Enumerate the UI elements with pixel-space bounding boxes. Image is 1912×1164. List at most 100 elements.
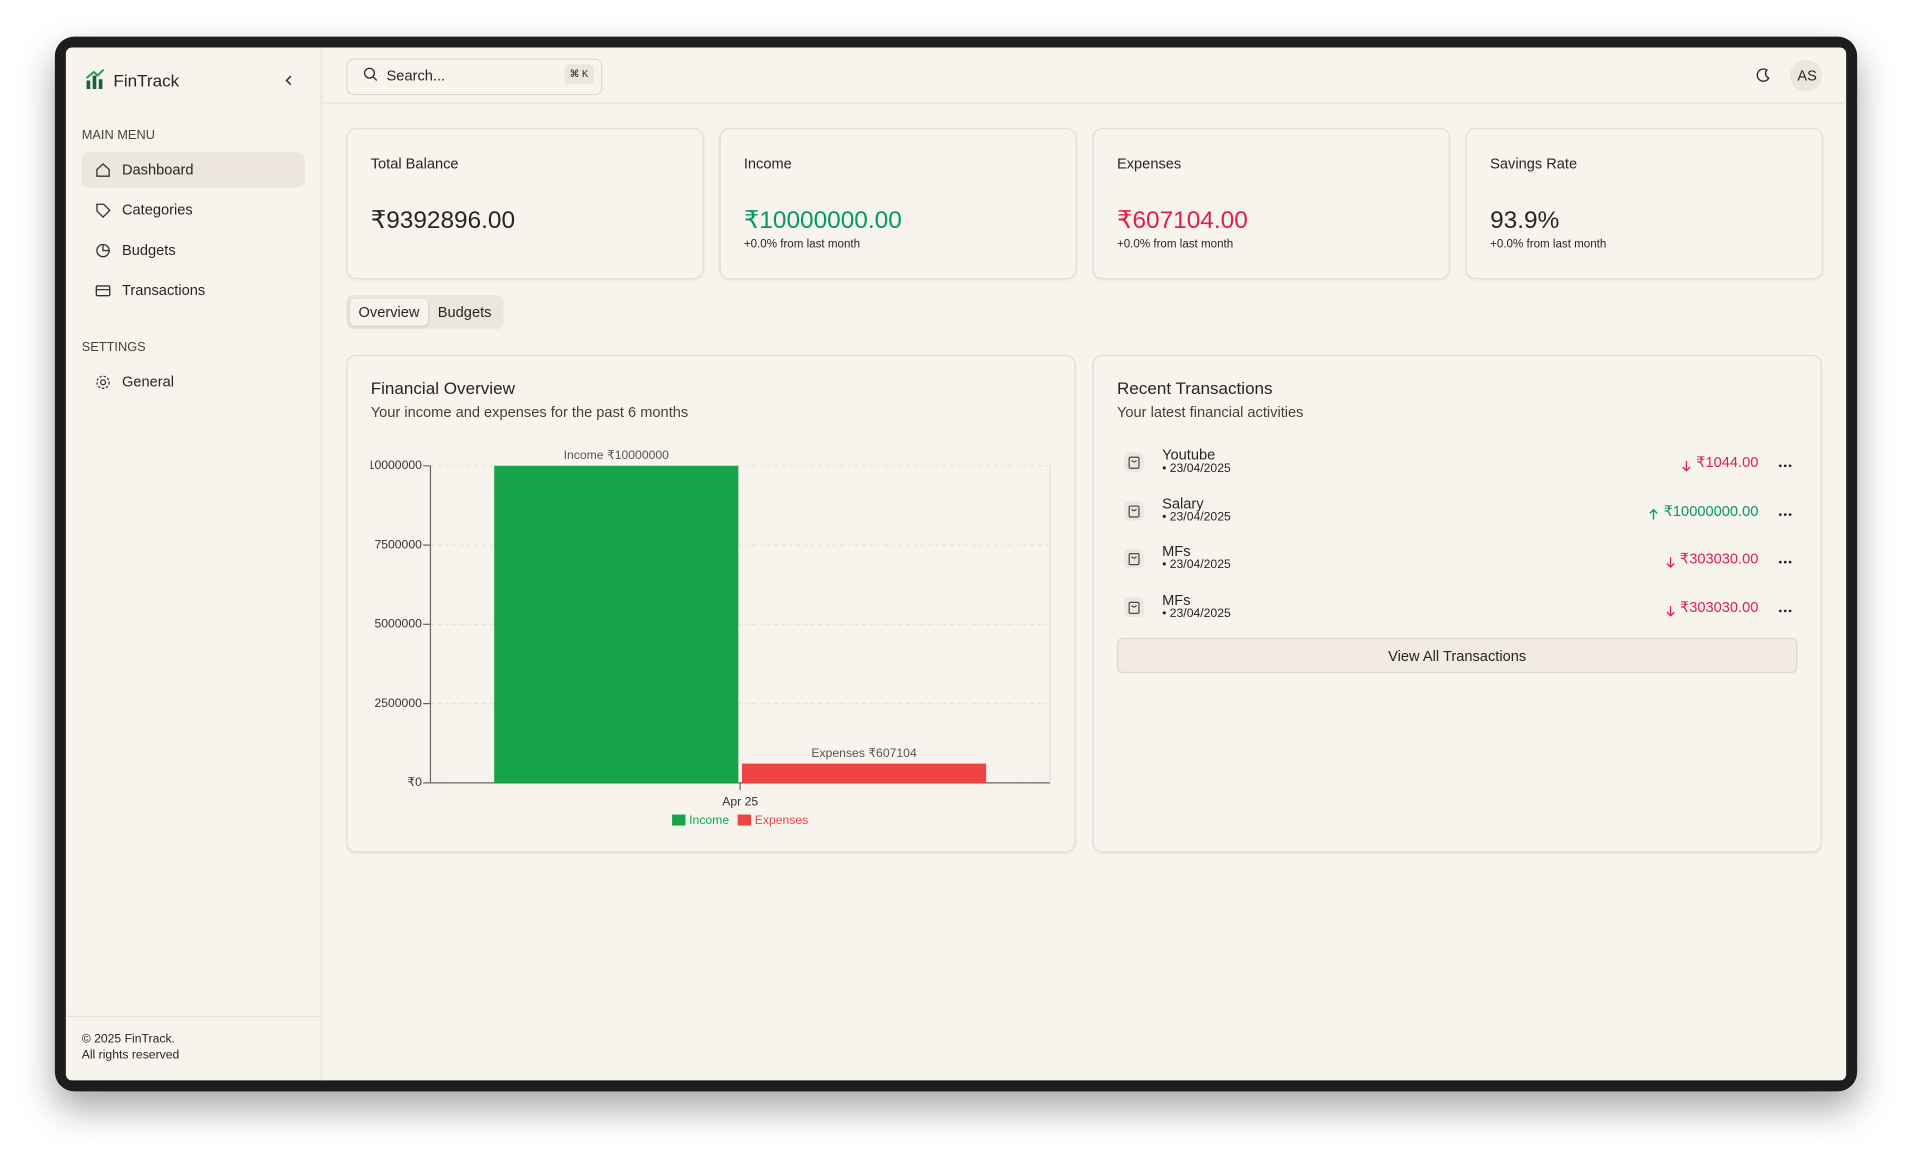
- logo-icon: [85, 68, 105, 90]
- dots-icon: [1778, 608, 1792, 612]
- y-tick-label: 2500000: [374, 696, 422, 710]
- transaction-date: • 23/04/2025: [1162, 558, 1231, 572]
- search-placeholder[interactable]: Search...: [386, 67, 446, 85]
- stat-label: Income: [743, 154, 792, 172]
- dots-icon: [1778, 464, 1792, 468]
- y-tick-label: 7500000: [374, 537, 422, 551]
- transaction-name: MFs: [1162, 542, 1191, 560]
- stat-value: ₹9392896.00: [370, 207, 516, 235]
- menu-label[interactable]: General: [121, 373, 175, 391]
- transaction-name: Salary: [1162, 494, 1204, 512]
- stat-card: Income ₹10000000.00 +0.0% from last month: [719, 128, 1077, 280]
- divider: [65, 1015, 321, 1017]
- sidebar: FinTrack MAIN MENU Dashboard Categories …: [65, 47, 322, 1081]
- tab-label[interactable]: Overview: [358, 303, 420, 321]
- bar-label-name: Expenses: [811, 746, 865, 760]
- chart: ₹0 2500000 5000000 7500000 10000000 Apr 25 Inc…: [371, 448, 1051, 827]
- x-tick-label: Apr 25: [722, 795, 758, 809]
- direction-arrow: [1648, 504, 1660, 519]
- y-tick-label: ₹0: [407, 775, 422, 789]
- transactions-card: Recent Transactions Your latest financia…: [1092, 354, 1822, 853]
- stat-label: Total Balance: [370, 154, 459, 172]
- menu-label[interactable]: Transactions: [121, 281, 206, 299]
- stat-card: Savings Rate 93.9% +0.0% from last month: [1465, 128, 1824, 280]
- bar-label-value: ₹10000000: [607, 448, 669, 462]
- stat-value: 93.9%: [1490, 207, 1560, 235]
- legend: Income Expenses: [672, 813, 808, 827]
- stat-change: +0.0% from last month: [743, 237, 861, 252]
- stat-change: +0.0% from last month: [1490, 237, 1607, 252]
- y-tick-label: 10000000: [371, 458, 422, 472]
- view-all-button[interactable]: [1116, 637, 1798, 674]
- stat-value: ₹10000000.00: [743, 207, 902, 235]
- legend-swatch: [672, 814, 686, 826]
- tab-label[interactable]: Budgets: [437, 303, 492, 321]
- more-button[interactable]: [1777, 504, 1794, 516]
- legend-label: Expenses: [755, 813, 809, 827]
- stat-card: Expenses ₹607104.00 +0.0% from last month: [1092, 128, 1450, 280]
- shortcut: ⌘ K: [564, 64, 594, 85]
- avatar[interactable]: [1790, 59, 1822, 92]
- card-subtitle: Your income and expenses for the past 6 …: [370, 403, 689, 421]
- card-subtitle: Your latest financial activities: [1116, 403, 1304, 421]
- bar-label: Income ₹10000000: [564, 448, 670, 462]
- bar-label: Expenses ₹607104: [811, 746, 917, 760]
- button-label[interactable]: View All Transactions: [1388, 647, 1527, 665]
- dots-icon: [1778, 560, 1792, 564]
- stat-label: Expenses: [1116, 154, 1182, 172]
- transaction-icon: [1124, 548, 1144, 569]
- section-title: SETTINGS: [81, 340, 146, 355]
- theme-toggle[interactable]: [1756, 68, 1771, 83]
- search-box[interactable]: [346, 58, 603, 96]
- section-title: MAIN MENU: [81, 128, 155, 143]
- transaction-icon: [1124, 452, 1144, 472]
- overview-card: Financial Overview Your income and expen…: [346, 354, 1076, 853]
- transaction-icon: [1124, 500, 1144, 521]
- transaction-amount: ₹303030.00: [1679, 598, 1759, 616]
- transaction-name: MFs: [1162, 590, 1191, 608]
- app-name[interactable]: FinTrack: [113, 70, 180, 91]
- transaction-date: • 23/04/2025: [1162, 510, 1231, 524]
- transaction-amount: ₹1044.00: [1696, 453, 1759, 471]
- avatar-initials: AS: [1797, 67, 1817, 85]
- transaction-amount: ₹303030.00: [1679, 549, 1759, 568]
- bag-icon: [1128, 456, 1140, 469]
- transaction-date: • 23/04/2025: [1162, 606, 1231, 621]
- more-button[interactable]: [1777, 456, 1794, 468]
- bag-icon: [1128, 504, 1140, 518]
- header-divider: [321, 102, 1847, 104]
- direction-arrow: [1680, 456, 1692, 472]
- pie-icon: [96, 243, 110, 258]
- search-icon: [363, 67, 378, 81]
- more-button[interactable]: [1777, 601, 1794, 613]
- legend-swatch: [737, 814, 752, 826]
- tag-icon: [96, 203, 111, 219]
- bar: [494, 465, 739, 783]
- bar-label-name: Income: [564, 448, 604, 462]
- more-button[interactable]: [1777, 552, 1794, 564]
- menu-item-active[interactable]: [81, 152, 305, 188]
- menu-label[interactable]: Budgets: [121, 241, 176, 259]
- menu-label[interactable]: Dashboard: [121, 160, 194, 179]
- collapse-button[interactable]: [283, 74, 295, 86]
- home-icon: [96, 163, 110, 177]
- y-tick-label: 5000000: [374, 617, 422, 631]
- direction-arrow: [1664, 601, 1676, 617]
- tab-active[interactable]: [349, 298, 429, 326]
- legend-label: Income: [689, 813, 729, 827]
- arrow-icon: [1666, 605, 1675, 617]
- stat-card: Total Balance ₹9392896.00: [346, 128, 704, 280]
- stat-value: ₹607104.00: [1116, 207, 1248, 235]
- bag-icon: [1128, 601, 1140, 614]
- transaction-date: • 23/04/2025: [1162, 462, 1231, 476]
- transaction-amount: ₹10000000.00: [1663, 501, 1759, 519]
- menu-label[interactable]: Categories: [121, 201, 193, 219]
- arrow-icon: [1649, 508, 1658, 519]
- transaction-name: Youtube: [1162, 446, 1216, 464]
- dots-icon: [1778, 512, 1792, 516]
- footer-text: All rights reserved: [81, 1048, 180, 1063]
- arrow-icon: [1666, 557, 1675, 568]
- bar-label-value: ₹607104: [868, 746, 917, 760]
- direction-arrow: [1664, 552, 1676, 568]
